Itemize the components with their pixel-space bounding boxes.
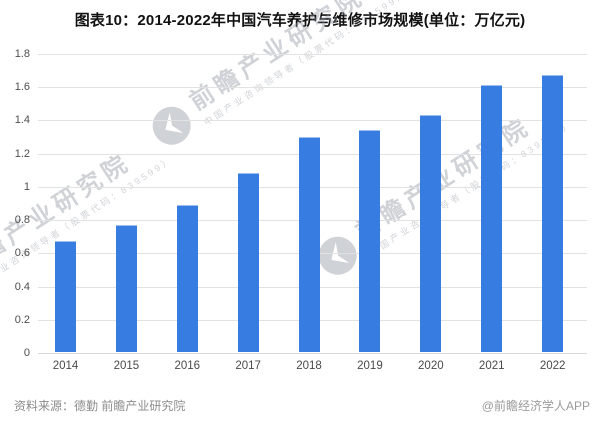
bar-2022 <box>542 75 564 352</box>
gridline-1.8 <box>38 54 587 55</box>
chart-title: 图表10：2014-2022年中国汽车养护与维修市场规模(单位：万亿元) <box>74 12 526 29</box>
y-tick-label: 1.4 <box>14 114 30 127</box>
y-tick-label: 1.2 <box>14 147 30 160</box>
y-tick-label: 1.6 <box>14 81 30 94</box>
y-tick-label: 1.8 <box>14 48 30 60</box>
plot-area <box>35 54 587 354</box>
x-tick-label-2014: 2014 <box>52 360 79 372</box>
x-tick-label-2016: 2016 <box>174 360 201 372</box>
bar-2014 <box>54 241 76 352</box>
gridline-0 <box>38 353 587 354</box>
x-tick-label-2021: 2021 <box>478 360 505 372</box>
bar-2017 <box>237 173 259 352</box>
y-axis: 1.8 1.6 1.4 1.2 1 0.8 0.6 0.4 0.2 0 <box>0 48 30 359</box>
x-tick-label-2022: 2022 <box>539 360 566 372</box>
bar-2016 <box>176 204 198 352</box>
gridline-1.6 <box>38 87 587 89</box>
x-axis: 2014 2015 2016 2017 2018 2019 2020 2021 2022 <box>35 360 583 378</box>
y-tick-label: 0.8 <box>14 214 30 227</box>
bar-2015 <box>115 224 137 352</box>
bar-2020 <box>420 115 442 352</box>
y-tick-label: 0.6 <box>14 247 30 260</box>
x-tick-label-2018: 2018 <box>296 360 322 372</box>
bar-2018 <box>298 136 320 352</box>
bar-2021 <box>481 85 503 352</box>
x-tick-label-2017: 2017 <box>235 360 261 372</box>
bar-2019 <box>359 130 381 352</box>
y-tick-label: 1 <box>23 180 30 193</box>
y-tick-label: 0.2 <box>14 313 30 326</box>
source-note: 资料来源：德勤 前瞻产业研究院 <box>14 399 186 413</box>
y-tick-label: 0 <box>23 347 30 359</box>
y-tick-label: 0.4 <box>14 280 30 293</box>
x-tick-label-2019: 2019 <box>357 360 383 372</box>
credit-note: @前瞻经济学人APP <box>481 399 590 413</box>
x-tick-label-2020: 2020 <box>418 360 444 372</box>
gridline-1.4 <box>38 120 587 122</box>
x-tick-label-2015: 2015 <box>113 360 140 372</box>
